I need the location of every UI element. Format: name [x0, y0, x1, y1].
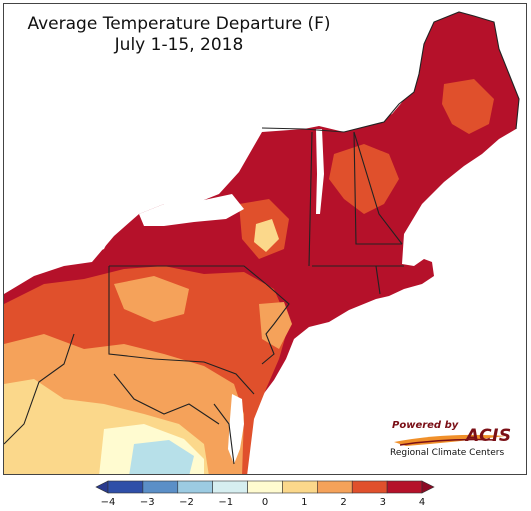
legend-swatch — [177, 480, 213, 494]
rcc-label: Regional Climate Centers — [390, 448, 505, 458]
cool-zone — [129, 440, 194, 474]
legend-over-arrow — [421, 480, 435, 494]
map-title: Average Temperature Departure (F) July 1… — [4, 14, 354, 56]
legend-tick-label: −3 — [139, 497, 155, 508]
acis-badge: Powered by ACIS Regional Climate Centers — [386, 418, 516, 462]
atlantic-ocean — [250, 134, 526, 474]
legend-swatch — [317, 480, 353, 494]
legend-tick-label: 4 — [418, 497, 426, 508]
lake-erie — [4, 226, 114, 282]
canada-region — [4, 4, 424, 242]
warm-zone-northeast — [329, 144, 399, 214]
legend-tick-label: −2 — [179, 497, 194, 508]
acis-logo-text: ACIS — [466, 426, 512, 446]
legend-swatch — [351, 480, 388, 494]
lake-ontario — [139, 194, 244, 226]
powered-by-label: Powered by — [392, 420, 459, 431]
title-line-2: July 1-15, 2018 — [114, 35, 244, 55]
legend-swatch — [142, 480, 179, 494]
legend-tick-label: 2 — [340, 497, 347, 508]
legend-tick-label: 1 — [301, 497, 308, 508]
legend-under-arrow — [95, 480, 109, 494]
legend-swatch — [282, 480, 318, 494]
legend-tick-label: 3 — [379, 497, 386, 508]
legend-tick-label: −1 — [218, 497, 234, 508]
title-line-1: Average Temperature Departure (F) — [27, 14, 331, 34]
state-borders — [4, 11, 520, 465]
legend-colorbar — [95, 480, 435, 494]
map-frame: Average Temperature Departure (F) July 1… — [3, 3, 527, 475]
color-legend: −4 −3 −2 −1 0 1 2 3 4 — [92, 479, 438, 509]
temperature-departure-map — [4, 4, 526, 474]
legend-swatch — [107, 480, 144, 494]
acis-swoosh-icon — [394, 434, 506, 446]
warm-zone-maine — [442, 79, 494, 134]
lake-champlain — [316, 129, 324, 214]
legend-swatch — [247, 480, 283, 494]
legend-tick-label: 0 — [261, 497, 269, 508]
legend-swatch — [212, 480, 248, 494]
mild-warm-zone-pa — [114, 276, 189, 322]
legend-swatch — [386, 480, 423, 494]
slight-warm-zone-ny — [254, 219, 279, 252]
legend-tick-label: −4 — [100, 497, 116, 508]
